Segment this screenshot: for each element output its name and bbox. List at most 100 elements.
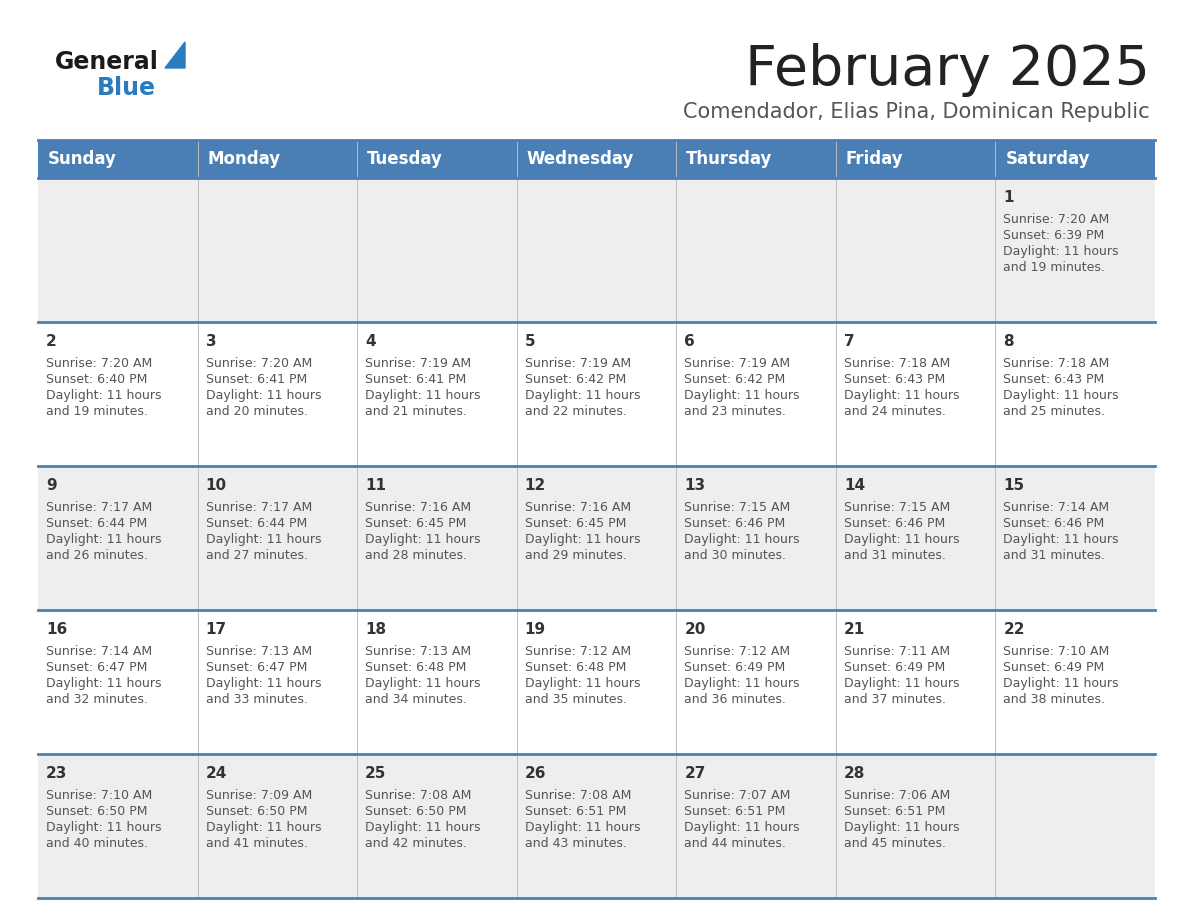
- Bar: [38, 140, 1155, 178]
- Text: Daylight: 11 hours: Daylight: 11 hours: [46, 389, 162, 402]
- Text: 16: 16: [46, 622, 68, 637]
- Text: Sunset: 6:50 PM: Sunset: 6:50 PM: [206, 805, 307, 818]
- Text: Sunday: Sunday: [48, 150, 116, 168]
- Text: Sunset: 6:44 PM: Sunset: 6:44 PM: [46, 517, 147, 530]
- Text: 28: 28: [843, 767, 865, 781]
- Text: Daylight: 11 hours: Daylight: 11 hours: [46, 821, 162, 834]
- Text: and 22 minutes.: and 22 minutes.: [525, 405, 626, 418]
- Text: Sunrise: 7:14 AM: Sunrise: 7:14 AM: [1004, 501, 1110, 514]
- Text: 18: 18: [365, 622, 386, 637]
- Text: Tuesday: Tuesday: [367, 150, 443, 168]
- Text: Sunset: 6:51 PM: Sunset: 6:51 PM: [684, 805, 785, 818]
- Text: Sunset: 6:49 PM: Sunset: 6:49 PM: [684, 661, 785, 674]
- Text: Daylight: 11 hours: Daylight: 11 hours: [206, 389, 321, 402]
- Text: Daylight: 11 hours: Daylight: 11 hours: [1004, 533, 1119, 546]
- Bar: [38, 466, 1155, 610]
- Text: Sunset: 6:40 PM: Sunset: 6:40 PM: [46, 373, 147, 386]
- Text: Daylight: 11 hours: Daylight: 11 hours: [206, 677, 321, 690]
- Text: 11: 11: [365, 478, 386, 494]
- Text: 22: 22: [1004, 622, 1025, 637]
- Text: and 33 minutes.: and 33 minutes.: [206, 693, 308, 706]
- Text: Sunset: 6:46 PM: Sunset: 6:46 PM: [684, 517, 785, 530]
- Text: 9: 9: [46, 478, 57, 494]
- Text: Sunset: 6:49 PM: Sunset: 6:49 PM: [1004, 661, 1105, 674]
- Text: 13: 13: [684, 478, 706, 494]
- Text: Sunrise: 7:11 AM: Sunrise: 7:11 AM: [843, 645, 950, 658]
- Text: Sunrise: 7:16 AM: Sunrise: 7:16 AM: [365, 501, 472, 514]
- Text: and 24 minutes.: and 24 minutes.: [843, 405, 946, 418]
- Text: Daylight: 11 hours: Daylight: 11 hours: [684, 533, 800, 546]
- Text: Daylight: 11 hours: Daylight: 11 hours: [1004, 245, 1119, 258]
- Text: Sunset: 6:47 PM: Sunset: 6:47 PM: [46, 661, 147, 674]
- Text: and 19 minutes.: and 19 minutes.: [46, 405, 147, 418]
- Text: and 35 minutes.: and 35 minutes.: [525, 693, 627, 706]
- Bar: [38, 754, 1155, 898]
- Text: Daylight: 11 hours: Daylight: 11 hours: [365, 821, 481, 834]
- Text: 10: 10: [206, 478, 227, 494]
- Text: Sunset: 6:42 PM: Sunset: 6:42 PM: [684, 373, 785, 386]
- Text: 25: 25: [365, 767, 386, 781]
- Text: Sunrise: 7:08 AM: Sunrise: 7:08 AM: [365, 789, 472, 802]
- Text: and 41 minutes.: and 41 minutes.: [206, 837, 308, 850]
- Text: Monday: Monday: [208, 150, 280, 168]
- Text: 7: 7: [843, 334, 854, 350]
- Text: Sunset: 6:51 PM: Sunset: 6:51 PM: [525, 805, 626, 818]
- Text: 14: 14: [843, 478, 865, 494]
- Text: Daylight: 11 hours: Daylight: 11 hours: [1004, 389, 1119, 402]
- Text: 5: 5: [525, 334, 536, 350]
- Text: Daylight: 11 hours: Daylight: 11 hours: [525, 821, 640, 834]
- Polygon shape: [165, 42, 185, 68]
- Text: and 32 minutes.: and 32 minutes.: [46, 693, 147, 706]
- Text: and 19 minutes.: and 19 minutes.: [1004, 261, 1105, 274]
- Text: 21: 21: [843, 622, 865, 637]
- Text: General: General: [55, 50, 159, 74]
- Text: Blue: Blue: [97, 76, 156, 100]
- Text: Sunset: 6:45 PM: Sunset: 6:45 PM: [365, 517, 467, 530]
- Text: and 26 minutes.: and 26 minutes.: [46, 549, 147, 562]
- Text: Sunrise: 7:15 AM: Sunrise: 7:15 AM: [843, 501, 950, 514]
- Text: Sunrise: 7:18 AM: Sunrise: 7:18 AM: [843, 357, 950, 370]
- Text: Sunrise: 7:17 AM: Sunrise: 7:17 AM: [46, 501, 152, 514]
- Text: and 21 minutes.: and 21 minutes.: [365, 405, 467, 418]
- Text: Daylight: 11 hours: Daylight: 11 hours: [843, 389, 960, 402]
- Text: 2: 2: [46, 334, 57, 350]
- Text: Daylight: 11 hours: Daylight: 11 hours: [684, 389, 800, 402]
- Text: and 30 minutes.: and 30 minutes.: [684, 549, 786, 562]
- Text: 24: 24: [206, 767, 227, 781]
- Text: Sunset: 6:48 PM: Sunset: 6:48 PM: [525, 661, 626, 674]
- Text: 12: 12: [525, 478, 546, 494]
- Text: Daylight: 11 hours: Daylight: 11 hours: [525, 533, 640, 546]
- Text: and 28 minutes.: and 28 minutes.: [365, 549, 467, 562]
- Text: Sunrise: 7:06 AM: Sunrise: 7:06 AM: [843, 789, 950, 802]
- Text: and 44 minutes.: and 44 minutes.: [684, 837, 786, 850]
- Text: and 23 minutes.: and 23 minutes.: [684, 405, 786, 418]
- Text: and 34 minutes.: and 34 minutes.: [365, 693, 467, 706]
- Text: and 36 minutes.: and 36 minutes.: [684, 693, 786, 706]
- Text: Sunrise: 7:19 AM: Sunrise: 7:19 AM: [525, 357, 631, 370]
- Text: Sunrise: 7:15 AM: Sunrise: 7:15 AM: [684, 501, 790, 514]
- Text: 15: 15: [1004, 478, 1024, 494]
- Text: 4: 4: [365, 334, 375, 350]
- Text: Sunset: 6:48 PM: Sunset: 6:48 PM: [365, 661, 467, 674]
- Text: Sunset: 6:39 PM: Sunset: 6:39 PM: [1004, 229, 1105, 242]
- Text: Daylight: 11 hours: Daylight: 11 hours: [365, 389, 481, 402]
- Text: Sunrise: 7:20 AM: Sunrise: 7:20 AM: [46, 357, 152, 370]
- Text: 19: 19: [525, 622, 545, 637]
- Text: Daylight: 11 hours: Daylight: 11 hours: [206, 821, 321, 834]
- Text: and 27 minutes.: and 27 minutes.: [206, 549, 308, 562]
- Text: and 20 minutes.: and 20 minutes.: [206, 405, 308, 418]
- Text: Sunset: 6:46 PM: Sunset: 6:46 PM: [843, 517, 946, 530]
- Text: Sunrise: 7:13 AM: Sunrise: 7:13 AM: [365, 645, 472, 658]
- Text: 6: 6: [684, 334, 695, 350]
- Text: Sunrise: 7:07 AM: Sunrise: 7:07 AM: [684, 789, 791, 802]
- Text: Daylight: 11 hours: Daylight: 11 hours: [525, 677, 640, 690]
- Text: Daylight: 11 hours: Daylight: 11 hours: [684, 677, 800, 690]
- Text: Daylight: 11 hours: Daylight: 11 hours: [684, 821, 800, 834]
- Text: 27: 27: [684, 767, 706, 781]
- Text: Sunset: 6:47 PM: Sunset: 6:47 PM: [206, 661, 307, 674]
- Text: 1: 1: [1004, 191, 1013, 206]
- Text: Sunset: 6:42 PM: Sunset: 6:42 PM: [525, 373, 626, 386]
- Text: Sunset: 6:41 PM: Sunset: 6:41 PM: [365, 373, 467, 386]
- Text: Daylight: 11 hours: Daylight: 11 hours: [843, 677, 960, 690]
- Text: Daylight: 11 hours: Daylight: 11 hours: [46, 533, 162, 546]
